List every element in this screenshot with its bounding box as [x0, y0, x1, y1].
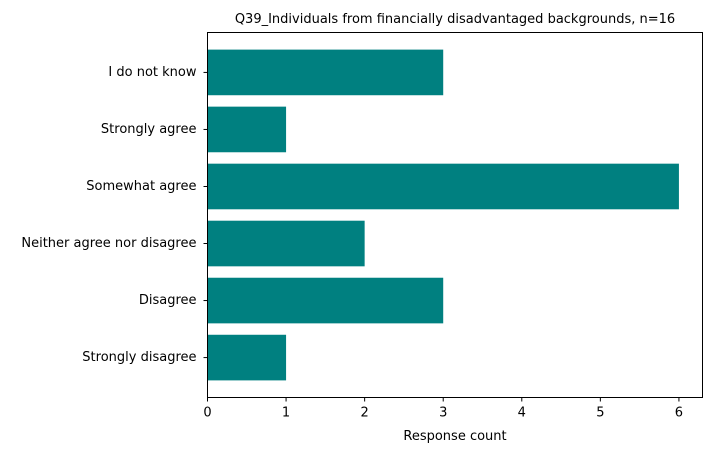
bar-neither-agree-nor-disagree [207, 220, 365, 267]
x-axis-title: Response count [403, 429, 506, 444]
x-tick-label: 5 [596, 406, 604, 421]
x-tick-label: 4 [518, 406, 526, 421]
x-axis: 0 1 2 3 4 5 6 [203, 397, 683, 421]
bar-somewhat-agree [207, 163, 679, 210]
bar-i-do-not-know [207, 49, 444, 96]
x-tick-label: 2 [361, 406, 369, 421]
plot-frame [207, 32, 703, 398]
bar-disagree [207, 277, 444, 324]
y-tick-label: I do not know [108, 65, 196, 80]
bar-strongly-agree [207, 106, 287, 153]
y-tick-label: Strongly disagree [82, 350, 196, 365]
bars-group [207, 49, 679, 381]
x-tick-label: 1 [282, 406, 290, 421]
x-tick-label: 6 [675, 406, 683, 421]
y-tick-label: Disagree [139, 293, 197, 308]
chart-title: Q39_Individuals from financially disadva… [235, 12, 675, 27]
y-axis: Strongly disagree Disagree Neither agree n… [21, 65, 208, 365]
bar-strongly-disagree [207, 334, 287, 381]
y-tick-label: Neither agree nor disagree [21, 236, 196, 251]
y-tick-label: Strongly agree [101, 122, 197, 137]
x-tick-label: 3 [439, 406, 447, 421]
y-tick-label: Somewhat agree [86, 179, 196, 194]
x-tick-label: 0 [203, 406, 211, 421]
